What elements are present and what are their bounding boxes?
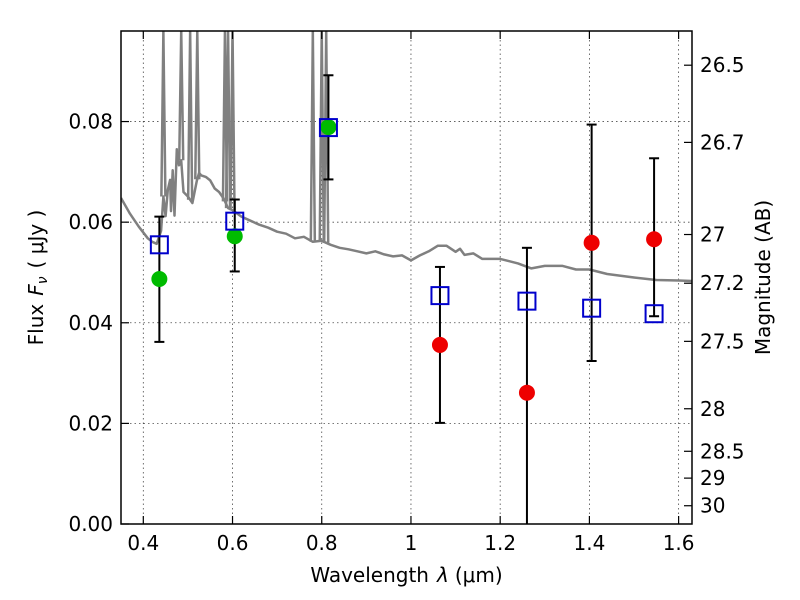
x-tick-label: 0.4	[127, 531, 159, 555]
x-tick-label: 0.6	[217, 531, 249, 555]
data-point	[583, 234, 600, 251]
y-tick-label: 0.06	[68, 210, 113, 234]
y-tick-label: 0.04	[68, 311, 113, 335]
sed-spike	[194, 31, 201, 180]
sed-spike	[224, 31, 232, 209]
y2-tick-label: 28	[700, 397, 725, 421]
data-point	[151, 271, 168, 288]
y2-tick-label: 26.5	[700, 53, 745, 77]
model-point	[149, 235, 169, 255]
y2-tick-label: 26.7	[700, 130, 745, 154]
sed-spike	[229, 31, 236, 211]
model-point	[318, 118, 338, 138]
data-point	[320, 119, 337, 136]
model-point	[582, 298, 602, 318]
plot-frame	[120, 30, 693, 525]
x-ticks: 0.4 0.6 0.8 1 1.2 1.4 1.6	[127, 31, 695, 555]
y2-tick-label: 29	[700, 466, 725, 490]
data-point	[646, 231, 663, 248]
plot-content	[121, 31, 692, 524]
x-tick-label: 1	[405, 531, 418, 555]
model-point	[517, 291, 537, 311]
y-axis-label: FluxFν( μJy )	[24, 210, 51, 346]
y2-tick-label: 28.5	[700, 439, 745, 463]
data-point	[431, 336, 448, 353]
sed-spike	[160, 31, 167, 197]
grid-layer	[121, 31, 692, 525]
y2-tick-label: 27.5	[700, 329, 745, 353]
model-point	[225, 211, 245, 231]
y2-tick-label: 27	[700, 223, 725, 247]
sed-spike	[177, 31, 185, 161]
data-point	[518, 384, 535, 401]
marker-layer	[149, 118, 664, 401]
model-point	[644, 304, 664, 324]
y-ticks: 0.00 0.02 0.04 0.06 0.08	[68, 110, 129, 536]
y-tick-label: 0.02	[68, 411, 113, 435]
data-point	[226, 228, 243, 245]
sed-spike	[309, 31, 317, 242]
x-tick-label: 1.4	[573, 531, 605, 555]
y-tick-label: 0.08	[68, 110, 113, 134]
x-axis-label: Wavelength λ (μm)	[310, 563, 502, 587]
sed-spike	[318, 31, 325, 241]
y2-tick-label: 27.2	[700, 271, 745, 295]
y2-tick-label: 30	[700, 494, 725, 518]
y2-axis-label: Magnitude (AB)	[751, 200, 775, 355]
x-tick-label: 0.8	[306, 531, 338, 555]
sed-spike	[186, 31, 194, 200]
y-tick-label: 0.00	[68, 512, 113, 536]
sed-line	[121, 147, 692, 283]
x-tick-label: 1.2	[484, 531, 516, 555]
x-tick-label: 1.6	[663, 531, 695, 555]
y2-ticks: 26.5 26.7 27 27.2 27.5 28 28.5 29 30	[684, 53, 745, 518]
model-point	[430, 286, 450, 306]
sed-layer	[121, 31, 692, 283]
